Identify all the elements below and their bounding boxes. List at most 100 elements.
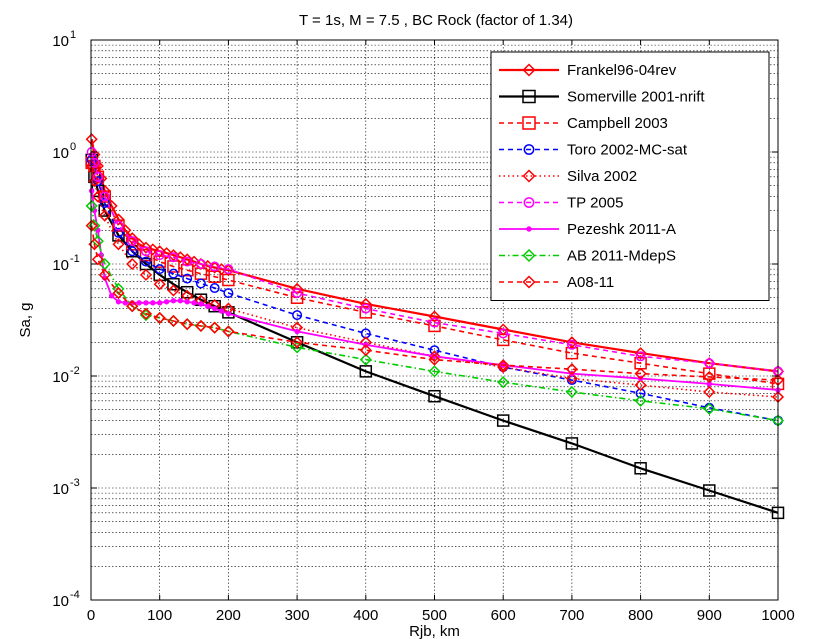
data-point-marker	[526, 226, 532, 232]
data-point-marker	[565, 372, 578, 385]
series-line	[90, 205, 779, 422]
x-axis-label: Rjb, km	[409, 623, 460, 639]
data-point-marker	[98, 190, 111, 203]
legend-item: Toro 2002-MC-sat	[499, 142, 688, 159]
data-point-marker	[360, 303, 371, 314]
data-point-marker	[634, 462, 647, 475]
data-point-marker	[167, 249, 180, 262]
legend-item: AB 2011-MdepS	[499, 248, 676, 265]
series-line	[90, 159, 779, 514]
data-point-marker	[85, 156, 98, 170]
data-point-marker	[290, 291, 304, 304]
data-point-marker	[154, 264, 165, 275]
data-point-marker	[182, 256, 193, 267]
data-point-marker	[359, 353, 372, 366]
y-axis-label: Sa, g	[17, 302, 34, 337]
y-tick-label: 10	[52, 33, 69, 50]
data-point-marker	[168, 268, 179, 279]
data-point-marker	[292, 288, 303, 299]
data-point-marker	[703, 484, 716, 497]
data-point-marker	[115, 299, 122, 305]
data-point-marker	[359, 365, 373, 378]
data-point-marker	[498, 328, 509, 339]
data-point-marker	[522, 248, 536, 263]
data-point-marker	[208, 321, 221, 334]
x-tick-label: 0	[87, 607, 95, 624]
data-point-marker	[522, 275, 536, 289]
data-point-marker	[85, 219, 98, 232]
data-point-marker	[565, 385, 578, 399]
x-tick-label: 800	[628, 607, 653, 624]
legend: Frankel96-04rev Somerville 2001-nrift Camp…	[490, 51, 770, 301]
data-point-marker	[523, 144, 535, 155]
data-point-marker	[359, 306, 373, 319]
data-point-marker	[182, 273, 193, 284]
data-point-marker	[428, 310, 441, 323]
y-tick-label: 10	[52, 481, 69, 498]
legend-item: Campbell 2003	[499, 115, 668, 132]
data-point-marker	[496, 414, 510, 427]
data-point-marker	[205, 303, 211, 309]
data-point-marker	[127, 246, 138, 257]
y-tick-exponent: -3	[70, 477, 80, 489]
data-point-marker	[209, 261, 220, 272]
data-point-marker	[85, 199, 98, 212]
data-point-marker	[703, 370, 716, 384]
data-point-marker	[153, 255, 166, 268]
data-point-marker	[497, 376, 510, 389]
series-group	[85, 133, 785, 520]
data-point-marker	[429, 317, 440, 328]
data-point-marker	[222, 325, 235, 338]
data-point-marker	[91, 253, 104, 266]
data-point-marker	[522, 63, 536, 77]
data-point-marker	[139, 307, 153, 320]
data-point-marker	[222, 273, 235, 287]
data-point-marker	[126, 257, 139, 271]
legend-box	[490, 51, 770, 301]
data-point-marker	[181, 318, 194, 331]
data-point-marker	[153, 278, 166, 291]
data-point-marker	[108, 293, 115, 299]
data-point-marker	[99, 191, 110, 202]
x-tick-label: 300	[285, 607, 310, 624]
data-point-marker	[126, 300, 139, 313]
data-point-marker	[292, 310, 303, 321]
data-point-marker	[139, 309, 153, 322]
data-point-marker	[223, 264, 234, 275]
data-point-marker	[195, 259, 206, 269]
legend-item: Frankel96-04rev	[499, 62, 677, 79]
data-point-marker	[635, 351, 646, 362]
grid	[91, 40, 778, 600]
x-tick-label: 500	[422, 607, 447, 624]
x-tick-label: 900	[697, 607, 722, 624]
data-point-marker	[291, 341, 304, 354]
data-point-marker	[198, 301, 204, 307]
y-tick-label: 10	[52, 369, 69, 386]
data-point-marker	[112, 287, 125, 300]
data-point-marker	[113, 220, 124, 231]
series-line	[90, 139, 779, 373]
data-point-marker	[160, 247, 173, 260]
data-point-marker	[218, 308, 225, 314]
data-point-marker	[566, 339, 577, 350]
data-point-marker	[191, 300, 197, 306]
data-point-marker	[157, 300, 163, 306]
data-point-marker	[195, 278, 206, 289]
data-point-marker	[150, 300, 156, 306]
data-point-marker	[634, 394, 647, 407]
data-point-marker	[359, 344, 372, 357]
series-line	[90, 225, 779, 381]
data-point-marker	[98, 209, 111, 222]
data-point-marker	[140, 256, 151, 267]
data-point-marker	[180, 263, 194, 277]
data-point-marker	[225, 310, 232, 317]
legend-item: Somerville 2001-nrift	[499, 89, 705, 106]
series-tp-2005	[86, 147, 783, 377]
data-point-marker	[98, 268, 111, 281]
axes: 0 100 200 300 400 500 600 700 800 900 100010-410-3…	[52, 29, 794, 624]
series-line	[90, 165, 779, 398]
data-point-marker	[703, 385, 716, 399]
legend-label: Frankel96-04rev	[567, 62, 677, 79]
data-point-marker	[136, 300, 142, 306]
